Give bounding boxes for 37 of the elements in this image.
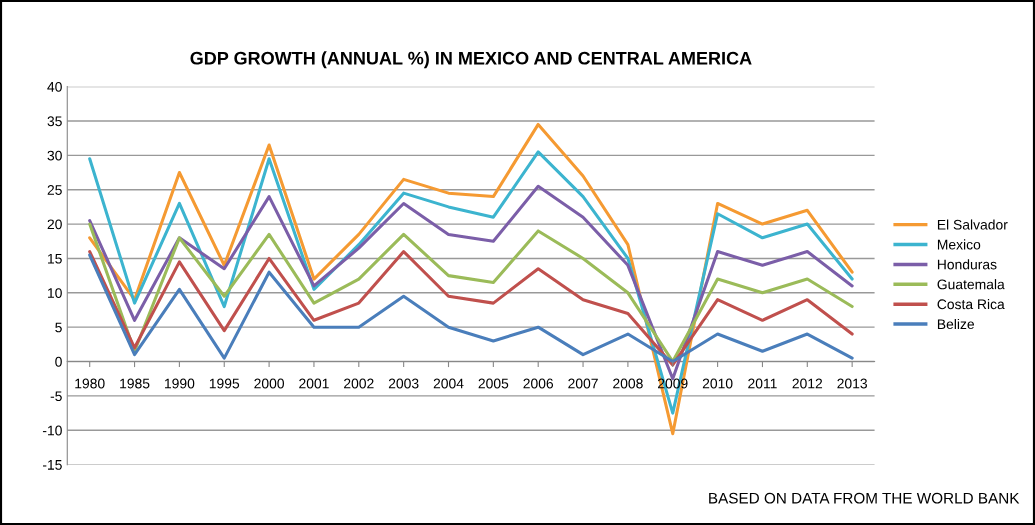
y-tick-label: 15 [48, 253, 62, 264]
legend-label: Costa Rica [937, 298, 1005, 310]
legend-label: Honduras [937, 259, 997, 270]
legend-label: El Salvador [937, 219, 1008, 230]
x-tick-label: 1995 [209, 378, 240, 389]
chart-title: GDP GROWTH (ANNUAL %) IN MEXICO AND CENTRAL AMERICA [190, 51, 752, 69]
y-tick-label: -5 [50, 391, 62, 402]
x-tick-label: 2002 [344, 378, 374, 389]
x-tick-label: 2007 [568, 378, 598, 389]
x-tick-label: 1980 [75, 378, 105, 389]
x-tick-label: 2001 [299, 378, 329, 389]
legend-label: Mexico [937, 239, 981, 250]
y-tick-label: 5 [55, 322, 62, 333]
x-tick-label: 2013 [837, 378, 867, 389]
y-tick-label: 25 [47, 185, 62, 195]
x-tick-label: 2011 [748, 378, 777, 389]
y-tick-label: 10 [48, 288, 62, 298]
y-tick-label: -10 [42, 425, 62, 436]
x-tick-label: 2012 [792, 378, 823, 389]
x-tick-label: 1985 [120, 378, 150, 389]
text: BASED ON DATA FROM THE WORLD BANK [709, 492, 1020, 504]
x-tick-label: 2006 [523, 378, 554, 389]
y-tick-label: 20 [47, 219, 62, 230]
y-tick-label: 40 [47, 81, 62, 92]
x-tick-label: 1990 [165, 378, 195, 389]
x-tick-label: 2008 [613, 378, 643, 389]
x-tick-label: 2005 [478, 378, 509, 389]
legend-label: Guatemala [937, 279, 1005, 290]
y-tick-label: 35 [47, 116, 62, 127]
y-tick-label: 30 [47, 150, 62, 161]
legend-label: Belize [937, 318, 975, 330]
x-tick-label: 2003 [388, 378, 419, 389]
x-tick-label: 2000 [254, 378, 285, 389]
y-tick-label: 0 [55, 356, 62, 367]
x-tick-label: 2004 [433, 378, 464, 389]
y-tick-label: -15 [42, 460, 62, 470]
x-tick-label: 2010 [702, 378, 733, 389]
